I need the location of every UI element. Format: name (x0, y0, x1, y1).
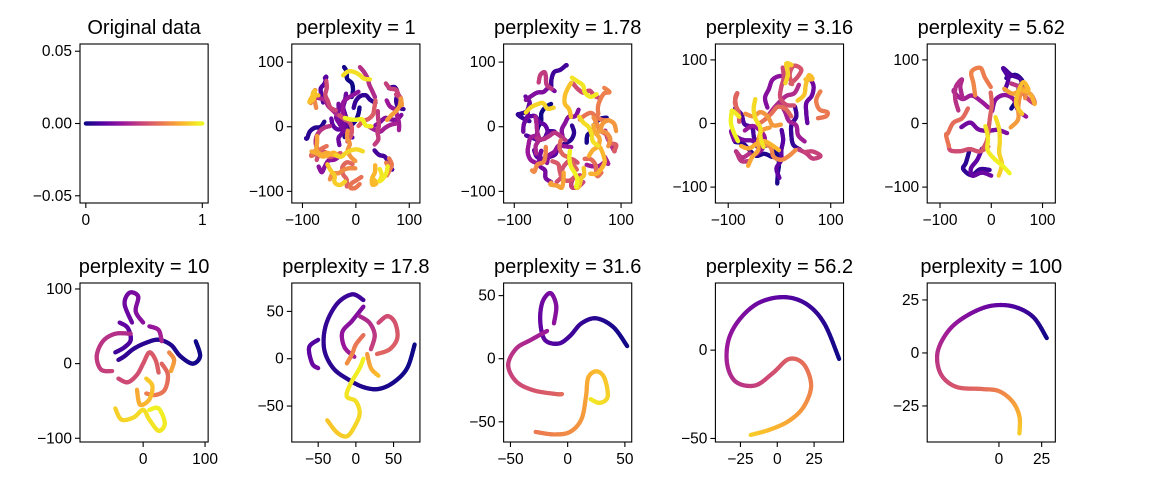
curve-series (728, 61, 830, 186)
x-tick-label: 0 (352, 212, 361, 229)
curve-series (515, 63, 619, 191)
x-tick-label: −100 (285, 212, 320, 229)
subplot-2: perplexity = 1 −100 0 100 100 0 −100 (249, 17, 423, 229)
x-tick-label: 1 (198, 212, 207, 229)
x-tick-label: 0 (563, 212, 572, 229)
curve-series (303, 64, 406, 191)
subplot-title: perplexity = 1.78 (494, 17, 641, 39)
subplot-1: Original data 0 1 0.05 0.00 −0.05 (33, 17, 209, 229)
x-tick-label: 100 (608, 212, 634, 229)
x-tick-label: −100 (497, 212, 532, 229)
subplot-title: Original data (87, 17, 201, 39)
y-tick-label: 0 (487, 119, 496, 136)
y-tick-label: −100 (461, 183, 496, 200)
y-tick-label: −100 (249, 183, 284, 200)
subplot-3: perplexity = 1.78 −100 0 100 100 0 −100 (461, 17, 642, 229)
x-tick-label: 100 (396, 212, 422, 229)
y-tick-label: 0.00 (42, 116, 73, 133)
y-tick-label: 100 (258, 54, 284, 71)
x-tick-label: 0 (82, 212, 91, 229)
y-tick-label: −0.05 (33, 188, 72, 205)
y-tick-label: 100 (470, 54, 496, 71)
y-tick-label: 0.05 (42, 43, 72, 60)
y-tick-label: 0 (275, 119, 284, 136)
subplot-title: perplexity = 1 (296, 17, 416, 39)
